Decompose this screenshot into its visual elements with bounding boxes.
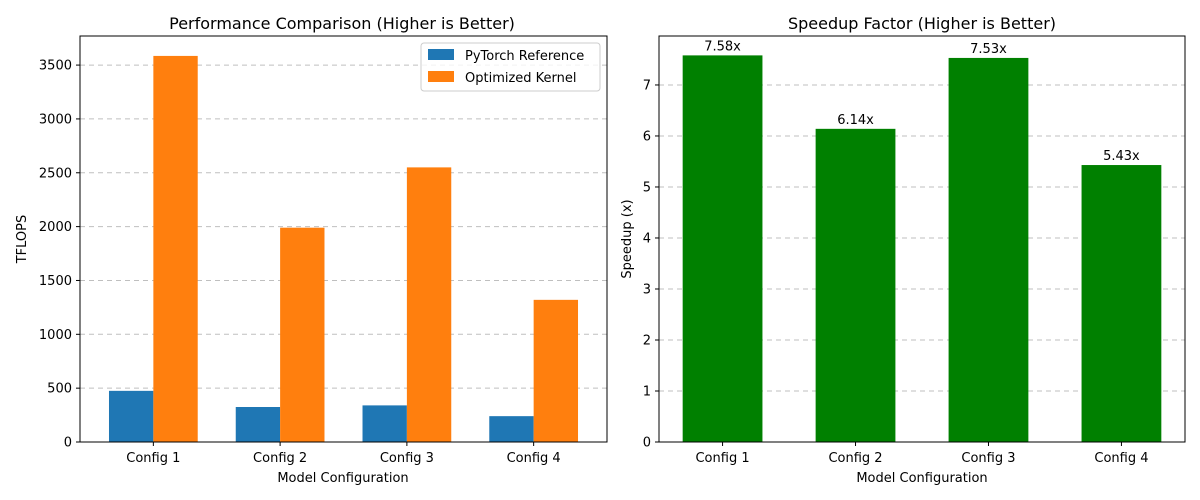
optimized-kernel-bar-config-4	[533, 299, 579, 442]
performance-bars	[108, 55, 579, 443]
legend-swatch-pytorch-reference	[428, 49, 454, 60]
x-tick-label-config-1: Config 1	[126, 451, 180, 466]
data-label-config-3: 7.53x	[970, 42, 1007, 57]
pytorch-reference-bar-config-4	[489, 416, 534, 442]
y-tick-label: 2500	[39, 166, 72, 181]
performance-y-axis-label: TFLOPS	[15, 215, 30, 265]
y-tick-label: 3500	[39, 59, 72, 74]
pytorch-reference-bar-config-1	[108, 390, 154, 442]
data-label-config-1: 7.58x	[704, 39, 741, 54]
y-tick-label: 500	[47, 382, 72, 397]
performance-chart-title: Performance Comparison (Higher is Better…	[169, 14, 515, 33]
y-tick-label: 7	[643, 78, 651, 93]
y-tick-label: 1	[643, 384, 651, 399]
speedup-y-axis-label: Speedup (x)	[620, 199, 635, 278]
optimized-kernel-bar-config-1	[153, 55, 198, 443]
pytorch-reference-bar-config-2	[235, 407, 281, 442]
performance-grid	[80, 64, 607, 389]
speedup-bar-config-4	[1081, 165, 1162, 442]
y-tick-label: 5	[643, 180, 651, 195]
performance-y-ticks: 0 500 1000 1500 2000 2500 3000 3500	[39, 59, 80, 451]
legend-frame	[420, 42, 601, 92]
speedup-chart-title: Speedup Factor (Higher is Better)	[788, 14, 1056, 33]
speedup-bar-config-2	[815, 128, 896, 442]
y-tick-label: 2	[643, 333, 651, 348]
performance-x-axis-label: Model Configuration	[277, 471, 408, 486]
data-label-config-4: 5.43x	[1103, 149, 1140, 164]
performance-x-ticks: Config 1 Config 2 Config 3 Config 4	[126, 442, 561, 466]
x-tick-label-config-2: Config 2	[253, 451, 307, 466]
x-tick-label-config-2: Config 2	[828, 451, 882, 466]
speedup-data-labels: 7.58x 6.14x 7.53x 5.43x	[704, 39, 1140, 164]
y-tick-label: 1000	[39, 328, 72, 343]
optimized-kernel-bar-config-2	[280, 227, 325, 442]
speedup-grid	[659, 84, 1185, 392]
speedup-x-ticks: Config 1 Config 2 Config 3 Config 4	[695, 442, 1149, 466]
data-label-config-2: 6.14x	[837, 113, 874, 128]
x-tick-label-config-3: Config 3	[380, 451, 434, 466]
y-tick-label: 0	[64, 436, 72, 451]
optimized-kernel-bar-config-3	[406, 167, 452, 442]
speedup-bar-config-1	[682, 55, 763, 443]
performance-legend: PyTorch Reference Optimized Kernel	[420, 42, 601, 92]
speedup-plot-frame	[658, 35, 1186, 443]
y-tick-label: 6	[643, 129, 651, 144]
y-tick-label: 3000	[39, 112, 72, 127]
y-tick-label: 1500	[39, 274, 72, 289]
speedup-bar-config-3	[948, 57, 1029, 442]
x-tick-label-config-1: Config 1	[695, 451, 749, 466]
y-tick-label: 2000	[39, 220, 72, 235]
speedup-y-ticks: 0 1 2 3 4 5 6 7	[643, 78, 659, 451]
y-tick-label: 3	[643, 282, 651, 297]
speedup-chart: Speedup Factor (Higher is Better) 7.58x 6…	[620, 14, 1186, 486]
y-tick-label: 0	[643, 436, 651, 451]
speedup-bars	[682, 55, 1162, 443]
pytorch-reference-bar-config-3	[362, 405, 407, 442]
y-tick-label: 4	[643, 231, 651, 246]
legend-swatch-optimized-kernel	[428, 71, 454, 82]
performance-plot-frame	[79, 35, 608, 443]
legend-label-pytorch-reference: PyTorch Reference	[465, 49, 584, 64]
speedup-x-axis-label: Model Configuration	[856, 471, 987, 486]
x-tick-label-config-4: Config 4	[507, 451, 561, 466]
x-tick-label-config-3: Config 3	[961, 451, 1015, 466]
legend-label-optimized-kernel: Optimized Kernel	[465, 71, 577, 86]
x-tick-label-config-4: Config 4	[1094, 451, 1148, 466]
performance-chart: Performance Comparison (Higher is Better…	[15, 14, 608, 486]
